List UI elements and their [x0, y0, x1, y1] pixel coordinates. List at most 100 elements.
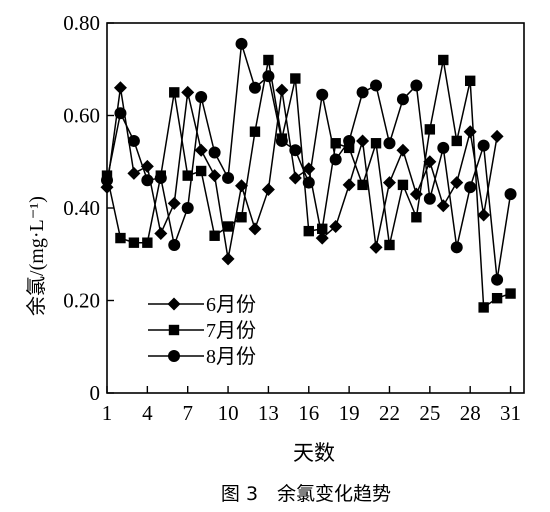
data-point-diamond	[463, 125, 477, 139]
data-point-square	[491, 292, 503, 304]
data-point-square	[317, 223, 328, 235]
data-point-diamond	[221, 252, 235, 266]
data-point-circle	[410, 79, 423, 92]
data-point-circle	[450, 241, 463, 254]
x-tick-label: 13	[258, 401, 279, 425]
data-point-circle	[195, 91, 208, 103]
data-point-square	[384, 239, 395, 251]
data-point-circle	[477, 139, 490, 152]
data-point-circle	[437, 141, 450, 154]
legend-marker	[168, 324, 180, 336]
x-axis-label: 天数	[293, 441, 335, 465]
data-point-diamond	[382, 176, 396, 190]
data-point-square	[290, 73, 301, 84]
data-point-diamond	[194, 143, 208, 157]
series-line-circle	[106, 43, 512, 280]
legend-marker	[167, 297, 181, 311]
y-tick-label: 0.40	[63, 196, 100, 220]
data-point-circle	[114, 107, 127, 120]
data-point-diamond	[369, 240, 383, 254]
data-point-diamond	[248, 222, 262, 236]
data-point-square	[451, 135, 462, 147]
data-point-square	[357, 179, 368, 191]
data-point-circle	[491, 273, 504, 286]
x-tick-label: 7	[182, 401, 193, 425]
data-point-diamond	[315, 231, 329, 245]
data-point-circle	[302, 176, 315, 189]
data-point-diamond	[436, 199, 450, 213]
x-tick-label: 22	[379, 401, 400, 425]
data-point-square	[182, 170, 193, 181]
data-point-circle	[154, 171, 167, 184]
data-point-square	[303, 225, 314, 237]
legend-label: 8月份	[206, 345, 256, 368]
y-tick-label: 0.80	[63, 11, 100, 35]
series-layer	[100, 37, 517, 313]
data-point-square	[370, 138, 382, 149]
data-point-diamond	[235, 179, 249, 193]
data-point-circle	[289, 144, 302, 157]
data-point-square	[236, 212, 247, 223]
data-point-circle	[127, 134, 140, 147]
data-point-square	[222, 221, 234, 232]
data-point-square	[343, 142, 355, 154]
x-tick-label: 10	[218, 401, 239, 425]
data-point-square	[464, 75, 476, 87]
data-point-circle	[423, 192, 436, 205]
data-point-diamond	[450, 176, 464, 190]
x-tick-label: 19	[339, 401, 360, 425]
data-point-square	[142, 237, 153, 248]
legend-entry: 6月份	[148, 293, 256, 316]
data-point-square	[397, 179, 409, 191]
data-point-square	[330, 138, 341, 149]
data-point-square	[263, 54, 274, 66]
x-tick-label: 16	[298, 401, 319, 425]
data-point-diamond	[275, 83, 289, 97]
data-point-circle	[464, 181, 477, 194]
data-point-diamond	[356, 134, 370, 148]
data-point-circle	[396, 93, 409, 106]
legend-label: 7月份	[206, 319, 256, 342]
y-tick-label: 0	[90, 381, 101, 405]
data-point-circle	[168, 239, 181, 251]
data-point-diamond	[490, 129, 504, 143]
data-point-circle	[329, 153, 342, 166]
series-circle	[101, 37, 517, 286]
figure-caption: 图 3 余氯变化趋势	[221, 483, 391, 505]
data-point-circle	[208, 146, 221, 159]
data-point-diamond	[342, 178, 356, 192]
data-point-square	[128, 237, 140, 248]
legend-entry: 8月份	[148, 345, 256, 368]
data-point-circle	[101, 174, 113, 187]
series-diamond	[100, 81, 504, 266]
data-point-square	[411, 212, 422, 223]
data-point-diamond	[181, 85, 195, 99]
data-point-diamond	[477, 208, 491, 222]
data-point-diamond	[261, 183, 275, 196]
data-point-square	[424, 124, 436, 135]
data-point-square	[249, 126, 261, 137]
data-point-circle	[248, 81, 261, 94]
data-point-circle	[316, 88, 329, 101]
legend-entry: 7月份	[148, 319, 256, 342]
x-tick-label: 4	[142, 401, 153, 425]
x-tick-label: 28	[460, 401, 481, 425]
data-point-diamond	[154, 226, 168, 240]
series-line-diamond	[106, 87, 498, 260]
data-point-diamond	[208, 169, 222, 183]
data-point-diamond	[396, 143, 410, 157]
data-point-circle	[383, 137, 396, 150]
x-tick-label: 25	[419, 401, 440, 425]
legend-label: 6月份	[206, 293, 256, 316]
legend-marker	[168, 350, 180, 362]
y-tick-label: 0.20	[63, 289, 100, 313]
data-point-circle	[370, 79, 383, 92]
data-point-square	[478, 302, 489, 313]
data-point-diamond	[329, 220, 343, 233]
data-point-diamond	[127, 166, 141, 180]
data-point-circle	[235, 37, 248, 50]
data-point-square	[209, 230, 220, 241]
data-point-square	[505, 288, 516, 299]
data-point-circle	[504, 188, 517, 201]
